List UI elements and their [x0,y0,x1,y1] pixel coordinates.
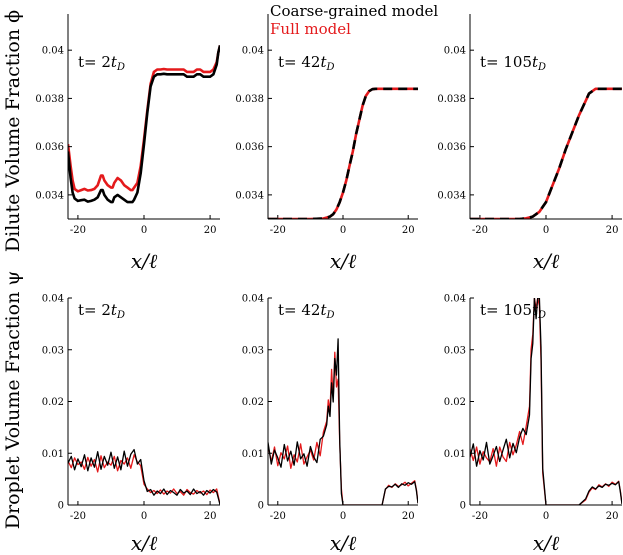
panels-layer: -20 0 20 0.034 0.036 0.038 0.04 t= 2tD -20 0 20 0.0… [35,14,622,522]
legend: Coarse-grained model Full model [270,2,438,38]
y-tick-label-top-1: 0.034 [35,190,64,201]
y-tick-label-top-2: 0.036 [235,142,264,153]
x-tick-label-top-2: -20 [270,225,286,236]
y-tick-label-bottom-2: 0.02 [242,397,264,408]
x-tick-label-bottom-1: -20 [70,511,86,522]
time-annotation-bottom-3: t= 105tD [480,301,546,321]
time-annotation-top-3: t= 105tD [480,53,546,73]
y-tick-label-bottom-1: 0.02 [42,397,64,408]
y-tick-label-bottom-3: 0.04 [444,294,466,305]
y-tick-label-bottom-2: 0 [258,501,264,512]
series-line-full-model-top-1 [68,45,220,193]
x-tick-label-top-3: -20 [472,225,488,236]
series-line-full-model-bottom-3 [470,298,622,505]
y-tick-label-bottom-1: 0.04 [42,294,64,305]
y-axis-label-top: Dilute Volume Fraction ϕ [2,10,24,252]
y-tick-label-bottom-2: 0.03 [242,345,264,356]
x-tick-label-bottom-2: 0 [340,511,346,522]
x-tick-label-bottom-2: -20 [270,511,286,522]
time-annotation-bottom-2: t= 42tD [278,301,335,321]
y-tick-label-bottom-3: 0.01 [444,449,466,460]
time-annotation-top-2: t= 42tD [278,53,335,73]
legend-coarse-grained-label: Coarse-grained model [270,2,438,20]
time-annotation-bottom-1: t= 2tD [78,301,125,321]
y-tick-label-top-1: 0.04 [42,46,64,57]
x-tick-label-bottom-3: 20 [606,511,619,522]
series-line-full-model-top-2 [268,87,418,219]
x-axis-label-bottom-2: x/ℓ [330,531,357,555]
y-tick-label-bottom-1: 0 [58,501,64,512]
x-tick-label-top-1: 20 [204,225,217,236]
panel-bottom-2: -20 0 20 0 0.01 0.02 0.03 0.04 t= 42tD [242,294,418,522]
y-tick-label-top-3: 0.038 [437,94,466,105]
x-tick-label-top-3: 0 [543,225,549,236]
series-line-coarse-grained-top-3 [470,87,622,219]
x-tick-label-top-3: 20 [606,225,619,236]
x-tick-label-bottom-3: -20 [472,511,488,522]
time-annotation-top-1: t= 2tD [78,53,125,73]
x-tick-label-bottom-1: 0 [141,511,147,522]
y-tick-label-top-2: 0.034 [235,190,264,201]
y-tick-label-top-3: 0.036 [437,142,466,153]
y-tick-label-top-1: 0.036 [35,142,64,153]
y-tick-label-top-2: 0.04 [242,46,264,57]
series-line-coarse-grained-bottom-3 [470,298,622,505]
series-line-full-model-top-3 [470,87,622,219]
y-tick-label-bottom-1: 0.01 [42,449,64,460]
x-tick-label-bottom-2: 20 [402,511,415,522]
y-tick-label-bottom-2: 0.01 [242,449,264,460]
legend-full-model-label: Full model [270,20,351,38]
series-line-coarse-grained-bottom-1 [68,448,220,505]
panel-top-2: -20 0 20 0.034 0.036 0.038 0.04 t= 42tD [235,14,418,236]
y-tick-label-bottom-3: 0 [460,501,466,512]
series-line-coarse-grained-top-1 [68,45,220,204]
x-axis-label-top-3: x/ℓ [533,249,560,273]
y-tick-label-bottom-3: 0.02 [444,397,466,408]
x-tick-label-top-1: -20 [70,225,86,236]
x-axis-label-bottom-3: x/ℓ [533,531,560,555]
series-line-full-model-bottom-1 [68,454,220,505]
series-line-coarse-grained-bottom-2 [268,338,418,505]
x-tick-label-top-2: 20 [402,225,415,236]
panel-top-3: -20 0 20 0.034 0.036 0.038 0.04 t= 105tD [437,14,622,236]
series-line-coarse-grained-top-2 [268,87,418,219]
panel-bottom-3: -20 0 20 0 0.01 0.02 0.03 0.04 t= 105tD [444,294,622,522]
series-line-full-model-bottom-2 [268,351,418,505]
x-axis-label-top-1: x/ℓ [131,249,158,273]
x-tick-label-top-1: 0 [141,225,147,236]
y-axis-label-bottom: Droplet Volume Fraction ψ [2,271,24,530]
panel-bottom-1: -20 0 20 0 0.01 0.02 0.03 0.04 t= 2tD [42,294,220,522]
panel-top-1: -20 0 20 0.034 0.036 0.038 0.04 t= 2tD [35,14,220,236]
y-tick-label-bottom-3: 0.03 [444,345,466,356]
x-tick-label-bottom-3: 0 [543,511,549,522]
x-axis-label-top-2: x/ℓ [330,249,357,273]
x-axis-label-bottom-1: x/ℓ [131,531,158,555]
y-tick-label-bottom-2: 0.04 [242,294,264,305]
y-tick-label-top-2: 0.038 [235,94,264,105]
x-tick-label-top-2: 0 [340,225,346,236]
y-tick-label-top-1: 0.038 [35,94,64,105]
y-tick-label-top-3: 0.034 [437,190,466,201]
y-tick-label-top-3: 0.04 [444,46,466,57]
y-tick-label-bottom-1: 0.03 [42,345,64,356]
x-tick-label-bottom-1: 20 [204,511,217,522]
